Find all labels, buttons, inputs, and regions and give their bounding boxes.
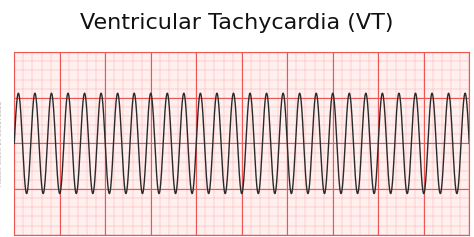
Text: Adobe Stock L#335178828: Adobe Stock L#335178828 [0,101,3,186]
Text: Ventricular Tachycardia (VT): Ventricular Tachycardia (VT) [80,14,394,33]
